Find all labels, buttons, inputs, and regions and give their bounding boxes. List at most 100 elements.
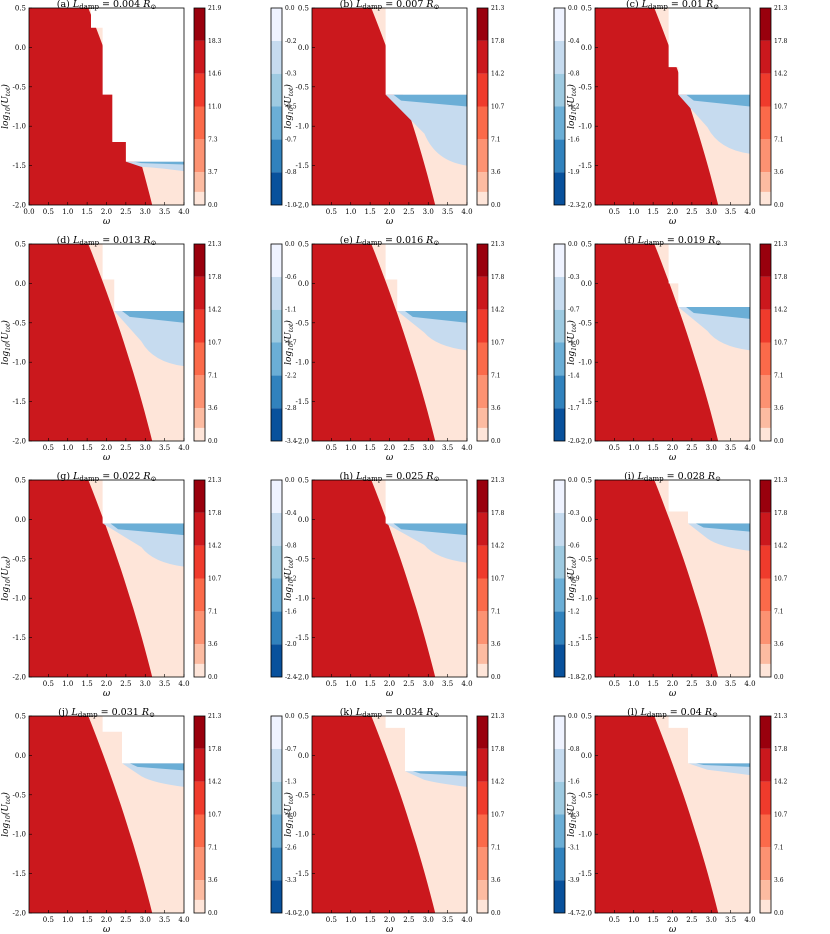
red-colorbar-segment (194, 408, 205, 441)
red-colorbar-tick: 3.6 (491, 641, 501, 648)
red-colorbar-segment (760, 408, 771, 441)
plot-area (29, 8, 184, 205)
y-tick-label: -0.5 (13, 555, 27, 563)
y-tick-label: -2.0 (296, 674, 310, 682)
blue-colorbar-segment (554, 480, 565, 513)
panel-d: 0.5 1.0 1.5 2.0 2.5 3.0 3.5 4.0 0.5 0.0 -0.5 -1.0 -1… (0, 235, 297, 463)
undefined-region (668, 480, 750, 524)
undefined-region (668, 8, 750, 95)
red-colorbar-segment (194, 512, 205, 546)
blue-colorbar-tick: -2.0 (285, 812, 297, 819)
x-tick-label: 2.0 (384, 916, 395, 924)
red-colorbar-segment (760, 8, 771, 41)
x-tick-label: 2.0 (101, 208, 112, 216)
y-tick-label: -1.5 (579, 870, 593, 878)
x-axis-label: ω (103, 689, 111, 699)
blue-colorbar-segment (554, 172, 565, 205)
blue-colorbar-segment (554, 512, 565, 546)
y-tick-label: 0.5 (298, 477, 309, 485)
x-tick-label: 1.5 (82, 680, 93, 688)
panel-title: (c) Ldamp = 0.01 R⊙ (626, 0, 719, 11)
y-tick-label: -1.5 (13, 398, 27, 406)
blue-colorbar-segment (271, 512, 282, 546)
y-axis-label: log10(Utot) (566, 792, 578, 837)
undefined-region (668, 716, 750, 764)
x-axis-label: ω (103, 217, 111, 227)
x-tick-label: 2.5 (686, 444, 697, 452)
red-colorbar-segment (477, 716, 488, 749)
undefined-region (385, 480, 467, 524)
x-tick-label: 0.5 (43, 444, 54, 452)
x-tick-label: 2.5 (686, 916, 697, 924)
blue-colorbar-segment (271, 847, 282, 881)
x-tick-label: 3.0 (706, 208, 717, 216)
red-colorbar-segment (194, 276, 205, 310)
red-colorbar-segment (194, 480, 205, 513)
panel-h: 0.5 1.0 1.5 2.0 2.5 3.0 3.5 4.00.50.0-0.5-1.0-1… (283, 471, 580, 699)
x-tick-label: 3.0 (140, 916, 151, 924)
red-colorbar-segment (194, 814, 205, 848)
blue-band-mid (129, 763, 184, 771)
blue-colorbar-frame (270, 243, 283, 442)
x-tick-label: 1.0 (628, 916, 639, 924)
blue-colorbar-segment (554, 781, 565, 815)
red-colorbar-tick: 10.7 (774, 576, 788, 583)
blue-colorbar-segment (554, 814, 565, 848)
plot-area (312, 716, 467, 913)
x-tick-label: 3.5 (442, 208, 453, 216)
red-colorbar-segment (477, 847, 488, 881)
blue-band-light (678, 307, 750, 351)
blue-band-mid (405, 310, 467, 323)
red-colorbar-segment (477, 8, 488, 41)
blue-colorbar-segment (271, 748, 282, 782)
x-tick-label: 1.0 (345, 444, 356, 452)
x-tick-label: 0.5 (609, 916, 620, 924)
red-colorbar-tick: 7.1 (208, 372, 218, 379)
red-colorbar-segment (194, 40, 205, 74)
red-band-5 (29, 716, 153, 913)
y-tick-label: 0.0 (581, 516, 592, 524)
red-colorbar-segment (194, 644, 205, 677)
blue-colorbar-segment (554, 375, 565, 409)
red-colorbar-tick: 21.3 (491, 477, 505, 484)
red-colorbar-tick: 0.0 (491, 202, 501, 209)
red-colorbar-segment (760, 375, 771, 409)
red-colorbar-segment (194, 578, 205, 612)
blue-colorbar-tick: -2.6 (285, 844, 297, 851)
red-colorbar-frame (759, 243, 772, 442)
red-colorbar-frame (193, 243, 206, 442)
red-colorbar-tick: 3.6 (208, 877, 218, 884)
x-tick-label: 3.5 (159, 916, 170, 924)
blue-colorbar-tick: -2.0 (568, 438, 580, 445)
panel-c: 0.5 1.0 1.5 2.0 2.5 3.0 3.5 4.00.50.0-0.5-1.0-1… (566, 0, 788, 227)
x-tick-label: 2.0 (101, 680, 112, 688)
red-colorbar-tick: 17.8 (491, 38, 505, 45)
blue-colorbar-tick: -0.6 (285, 274, 297, 281)
red-colorbar-tick: 17.8 (774, 746, 788, 753)
x-tick-label: 2.0 (667, 444, 678, 452)
undefined-region (91, 8, 184, 162)
red-colorbar-tick: 3.6 (208, 405, 218, 412)
red-colorbar-segment (477, 644, 488, 677)
red-colorbar-tick: 14.2 (491, 307, 505, 314)
red-colorbar-tick: 18.3 (208, 38, 222, 45)
red-band-5 (312, 8, 436, 205)
blue-colorbar-frame (553, 7, 566, 206)
blue-colorbar-segment (271, 106, 282, 140)
x-tick-label: 3.5 (159, 444, 170, 452)
red-colorbar-tick: 17.8 (491, 274, 505, 281)
x-tick-label: 1.0 (628, 680, 639, 688)
red-colorbar-frame (193, 7, 206, 206)
x-tick-label: 2.5 (120, 680, 131, 688)
red-colorbar-segment (194, 309, 205, 343)
y-tick-label: 0.5 (581, 477, 592, 485)
x-tick-label: 0.5 (43, 916, 54, 924)
blue-colorbar-segment (271, 880, 282, 913)
blue-band-mid (133, 161, 184, 165)
blue-colorbar-tick: -1.0 (285, 202, 297, 209)
red-colorbar-segment (194, 375, 205, 409)
y-tick-label: 0.5 (15, 5, 26, 13)
blue-colorbar-segment (554, 847, 565, 881)
red-colorbar-tick: 7.1 (491, 372, 501, 379)
x-tick-label: 0.5 (43, 208, 54, 216)
